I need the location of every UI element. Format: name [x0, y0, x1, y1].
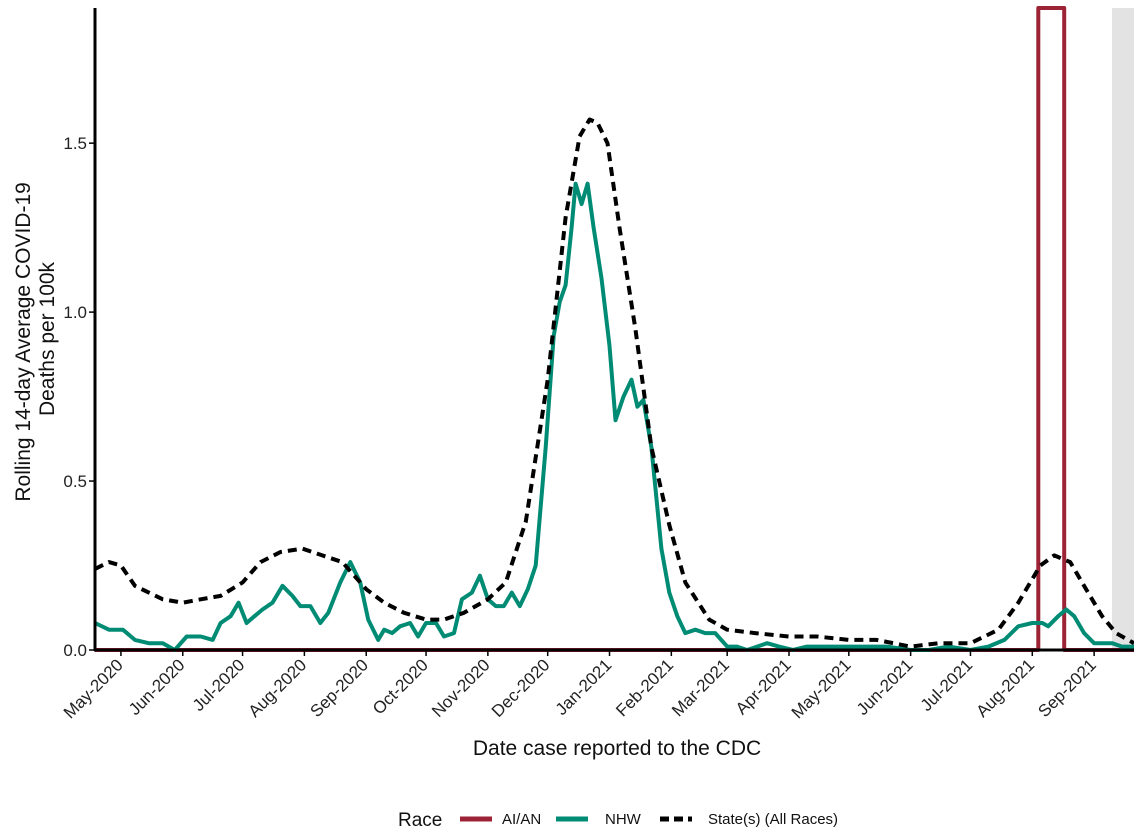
y-axis-title: Rolling 14-day Average COVID-19 Deaths p…: [12, 176, 59, 501]
x-tick-label: Oct-2020: [369, 655, 432, 718]
y-tick-label: 0.5: [63, 472, 87, 491]
y-axis-title-line-1: Rolling 14-day Average COVID-19: [12, 182, 35, 501]
series-layer: [94, 6, 1134, 652]
x-tick-label: Sep-2020: [306, 655, 372, 721]
x-tick-label: Jul-2021: [917, 655, 977, 715]
x-tick-label: Jun-2021: [853, 655, 917, 719]
legend-label: AI/AN: [502, 811, 541, 828]
legend: Race AI/AN NHW State(s) (All Races): [398, 810, 838, 830]
y-axis-ticks: 0.0 0.5 1.0 1.5: [63, 134, 95, 660]
x-tick-label: Jun-2020: [125, 655, 189, 719]
x-tick-label: Dec-2020: [488, 655, 554, 721]
legend-label: NHW: [605, 811, 642, 828]
x-tick-label: Sep-2021: [1034, 655, 1100, 721]
x-tick-label: Feb-2021: [612, 655, 677, 720]
y-tick-label: 1.5: [63, 134, 87, 153]
series-line-ai-an: [95, 6, 1134, 652]
y-axis-title-line-2: Deaths per 100k: [36, 261, 59, 416]
x-tick-label: Nov-2020: [428, 655, 494, 721]
series-line-state-s-all-races: [94, 117, 1134, 649]
x-tick-label: May-2021: [788, 655, 855, 722]
x-axis-title: Date case reported to the CDC: [473, 737, 761, 760]
shaded-region: [1112, 8, 1134, 650]
x-tick-label: Jul-2020: [189, 655, 249, 715]
x-tick-label: Apr-2021: [732, 655, 795, 718]
legend-entries: AI/AN NHW State(s) (All Races): [460, 811, 838, 828]
x-tick-label: Jan-2021: [552, 655, 616, 719]
y-tick-label: 1.0: [63, 303, 87, 322]
series-line-nhw: [94, 181, 1134, 652]
x-tick-label: Aug-2020: [245, 655, 311, 721]
x-tick-label: Aug-2021: [973, 655, 1039, 721]
x-tick-label: May-2020: [60, 655, 127, 722]
legend-title: Race: [398, 810, 442, 830]
x-tick-label: Mar-2021: [668, 655, 733, 720]
legend-label: State(s) (All Races): [708, 811, 838, 828]
y-tick-label: 0.0: [63, 641, 87, 660]
